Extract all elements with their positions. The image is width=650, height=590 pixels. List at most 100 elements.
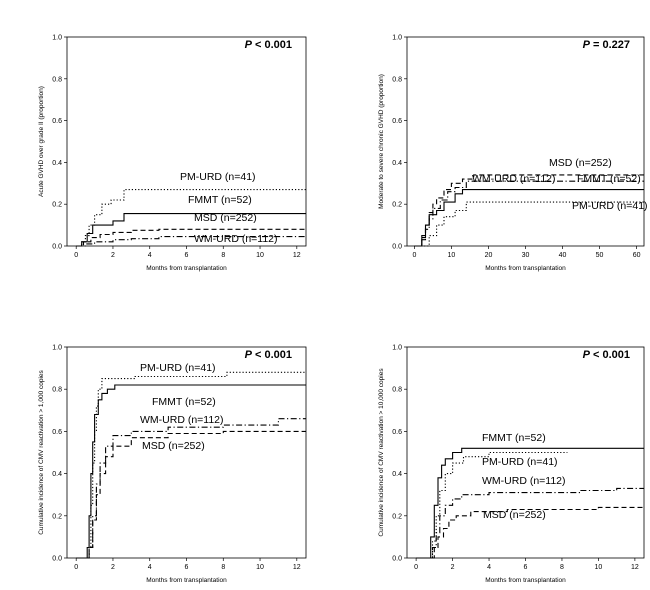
x-tick-label: 10 (256, 252, 264, 259)
x-tick-label: 12 (631, 564, 639, 571)
series-label: MSD (n=252) (194, 212, 257, 224)
y-tick-label: 1.0 (52, 345, 62, 352)
y-tick-label: 0.2 (392, 202, 402, 209)
p-value: P < 0.001 (245, 349, 292, 361)
p-value-symbol: P (245, 39, 253, 51)
x-tick-label: 10 (595, 564, 603, 571)
series-line-wm-urd (414, 180, 644, 247)
x-tick-label: 0 (414, 564, 418, 571)
y-tick-label: 1.0 (392, 345, 402, 352)
p-value-text: < 0.001 (252, 349, 292, 361)
y-tick-label: 0.6 (392, 429, 402, 436)
y-tick-label: 0.6 (392, 118, 402, 125)
p-value-symbol: P (245, 349, 253, 361)
series-label: PM-URD (n=41) (572, 200, 648, 212)
x-tick-label: 50 (596, 252, 604, 259)
series-line-pm-urd (76, 189, 306, 247)
x-tick-label: 4 (148, 252, 152, 259)
p-value-symbol: P (583, 349, 591, 361)
p-value: P < 0.001 (245, 39, 292, 51)
x-tick-label: 10 (256, 564, 264, 571)
x-tick-label: 4 (487, 564, 491, 571)
series-label: MSD (n=252) (549, 157, 612, 169)
y-tick-label: 0.6 (52, 429, 62, 436)
p-value-text: < 0.001 (590, 349, 630, 361)
series-line-pm-urd (416, 451, 568, 559)
series-label: FMMT (n=52) (188, 194, 252, 206)
x-tick-label: 6 (185, 252, 189, 259)
p-value-text: = 0.227 (590, 39, 630, 51)
x-tick-label: 8 (560, 564, 564, 571)
y-tick-label: 0.8 (52, 387, 62, 394)
panel-d: 0.0 0.2 0.4 0.6 0.8 1.0 0 2 4 6 8 10 12 Months from t… (378, 345, 645, 584)
x-axis-title: Months from transplantation (485, 265, 566, 272)
series-line-msd (76, 228, 306, 247)
y-tick-label: 0.8 (392, 76, 402, 83)
y-tick-label: 0.0 (52, 244, 62, 251)
panel-c: 0.0 0.2 0.4 0.6 0.8 1.0 0 2 4 6 8 10 12 Months from t… (38, 345, 307, 584)
p-value: P < 0.001 (583, 349, 630, 361)
x-tick-label: 20 (485, 252, 493, 259)
y-tick-label: 0.2 (52, 513, 62, 520)
x-tick-label: 12 (293, 564, 301, 571)
series-line-pm-urd (76, 371, 306, 559)
x-tick-label: 2 (111, 252, 115, 259)
x-tick-label: 0 (412, 252, 416, 259)
y-tick-label: 1.0 (52, 35, 62, 42)
y-tick-label: 0.8 (52, 76, 62, 83)
series-label: FMMT (n=52) (152, 396, 216, 408)
x-tick-label: 6 (524, 564, 528, 571)
series-line-pm-urd (414, 201, 644, 247)
series-label: PM-URD (n=41) (180, 171, 256, 183)
series-label: WM-URD (n=112) (482, 475, 566, 487)
series-line-fmmt (416, 447, 644, 559)
series-label: WM-URD (n=112) (472, 173, 556, 185)
x-tick-label: 6 (185, 564, 189, 571)
series-label: WM-URD (n=112) (140, 414, 224, 426)
panel-b: 0.0 0.2 0.4 0.6 0.8 1.0 0 10 20 30 40 50 60 Months fr… (378, 35, 648, 273)
plot-frame (66, 36, 307, 247)
series-line-fmmt (414, 189, 644, 247)
x-tick-label: 30 (522, 252, 530, 259)
y-tick-label: 0.0 (52, 556, 62, 563)
y-axis-title: Cumulative incidence of CMV reactivation… (378, 368, 385, 537)
panel-a: 0.0 0.2 0.4 0.6 0.8 1.0 0 2 4 6 8 10 12 Months from t… (38, 35, 307, 272)
y-tick-label: 0.0 (392, 244, 402, 251)
x-tick-label: 2 (111, 564, 115, 571)
x-tick-label: 2 (451, 564, 455, 571)
p-value: P = 0.227 (583, 39, 630, 51)
plot-frame (66, 346, 307, 559)
x-tick-label: 4 (148, 564, 152, 571)
x-axis-title: Months from transplantation (146, 265, 227, 272)
series-line-msd (76, 430, 306, 559)
series-line-wm-urd (416, 487, 644, 559)
y-tick-label: 0.0 (392, 556, 402, 563)
series-line-fmmt (76, 384, 306, 559)
y-tick-label: 0.2 (52, 202, 62, 209)
series-label: PM-URD (n=41) (482, 456, 558, 468)
y-tick-label: 0.4 (52, 160, 62, 167)
series-label: FMMT (n=52) (577, 173, 641, 185)
series-line-fmmt (76, 213, 306, 247)
y-tick-label: 0.6 (52, 118, 62, 125)
series-label: MSD (n=252) (142, 440, 205, 452)
series-line-msd (414, 174, 644, 247)
series-line-wm-urd (76, 236, 306, 247)
x-axis-title: Months from transplantation (485, 577, 566, 584)
y-tick-label: 1.0 (392, 35, 402, 42)
series-label: PM-URD (n=41) (140, 362, 216, 374)
series-label: MSD (n=252) (483, 509, 546, 521)
y-tick-label: 0.8 (392, 387, 402, 394)
p-value-text: < 0.001 (252, 39, 292, 51)
x-tick-label: 8 (221, 564, 225, 571)
y-axis-title: Cumulative incidence of CMV reactivation… (38, 369, 45, 534)
plot-frame (406, 36, 645, 247)
y-tick-label: 0.2 (392, 513, 402, 520)
x-tick-label: 0 (74, 252, 78, 259)
series-label: FMMT (n=52) (482, 432, 546, 444)
x-tick-label: 10 (448, 252, 456, 259)
y-tick-label: 0.4 (392, 471, 402, 478)
y-tick-label: 0.4 (52, 471, 62, 478)
x-axis-title: Months from transplantation (146, 577, 227, 584)
